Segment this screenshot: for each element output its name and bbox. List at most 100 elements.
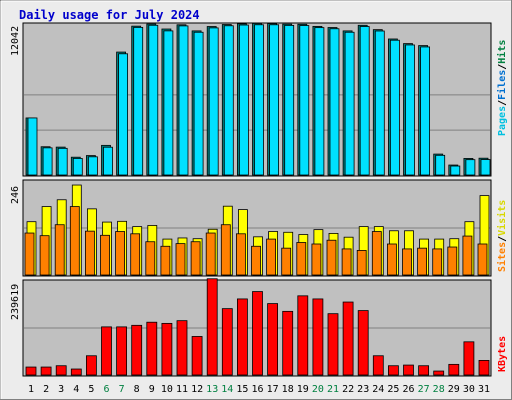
day-label: 19 [297, 384, 309, 395]
day-label: 28 [433, 384, 445, 395]
kbytes-bar [161, 322, 173, 376]
kbytes-bar [221, 308, 233, 376]
day-label: 29 [448, 384, 460, 395]
files-bar [299, 25, 310, 176]
sites-bar [432, 248, 443, 276]
kbytes-bar [372, 355, 384, 376]
files-bar [118, 53, 128, 176]
day-label: 9 [149, 384, 155, 395]
files-bar [374, 30, 385, 176]
sites-bar [220, 224, 231, 276]
kbytes-bar [327, 313, 339, 376]
kbytes-bar [312, 298, 324, 376]
kbytes-bar [282, 310, 294, 376]
day-label: 4 [73, 384, 79, 395]
sites-bar [160, 245, 171, 276]
sites-bar [190, 241, 201, 276]
day-label: 30 [463, 384, 475, 395]
files-bar [72, 158, 83, 176]
kbytes-bar [191, 336, 203, 376]
bars-layer [24, 23, 491, 376]
files-bar [465, 159, 476, 176]
files-bar [133, 26, 144, 176]
legend-sep-3: / [497, 236, 508, 242]
files-bar [359, 26, 370, 176]
legend-sep-2: / [497, 64, 508, 70]
files-bar [103, 146, 113, 176]
sites-bar [175, 243, 186, 276]
sites-bar [39, 235, 50, 276]
kbytes-bar [448, 363, 460, 376]
files-bar [42, 147, 53, 176]
sites-bar [24, 232, 35, 276]
sites-bar [281, 247, 292, 276]
sites-bar [462, 235, 473, 276]
kbytes-bar [131, 324, 143, 376]
sites-bar [311, 243, 322, 276]
kbytes-bar [70, 368, 82, 376]
sites-bar [356, 250, 367, 276]
day-label: 27 [418, 384, 430, 395]
files-bar [405, 44, 415, 176]
legend-sep-1: / [497, 100, 508, 106]
hits-axis-max-label: 12042 [10, 26, 21, 56]
sites-bar [251, 245, 261, 276]
legend-kbytes: KBytes [497, 336, 508, 372]
kbytes-bar [176, 320, 188, 376]
sites-bar [54, 224, 65, 276]
kbytes-bar [418, 365, 430, 376]
files-bar [480, 159, 491, 176]
kbytes-bar [101, 326, 112, 376]
kbytes-bar [342, 301, 354, 376]
sites-bar [477, 243, 488, 276]
day-label: 15 [236, 384, 248, 395]
legend-middle: Sites/Visits [496, 200, 508, 272]
kbytes-bar [387, 365, 399, 376]
sites-bar [402, 248, 412, 276]
sites-bar [145, 241, 156, 276]
sites-bar [371, 231, 382, 276]
sites-bar [447, 246, 458, 276]
kbytes-bar [463, 341, 475, 376]
files-bar [178, 25, 189, 176]
files-bar [284, 24, 295, 176]
day-label: 17 [267, 384, 279, 395]
files-bar [163, 30, 174, 176]
sites-bar [417, 247, 428, 276]
sites-bar [205, 232, 216, 276]
day-label: 13 [206, 384, 218, 395]
day-label: 3 [58, 384, 64, 395]
sites-bar [341, 248, 352, 276]
day-label: 1 [28, 384, 34, 395]
files-bar [269, 24, 280, 176]
files-bar [254, 24, 264, 176]
day-label: 7 [119, 384, 125, 395]
kbytes-bar [206, 278, 218, 376]
kbytes-bar [116, 326, 127, 376]
legend-files: Files [496, 70, 508, 100]
day-label: 2 [43, 384, 49, 395]
files-bar [208, 27, 219, 176]
files-bar [329, 28, 340, 176]
kbytes-bar [403, 364, 414, 376]
day-label: 31 [478, 384, 490, 395]
files-bar [344, 31, 355, 176]
day-label: 11 [176, 384, 188, 395]
day-label: 21 [327, 384, 339, 395]
day-label: 6 [103, 384, 109, 395]
day-label: 10 [161, 384, 173, 395]
kbytes-bar [86, 355, 97, 376]
sites-bar [266, 238, 277, 276]
sites-bar [69, 206, 80, 276]
kbytes-bar [297, 295, 309, 376]
files-bar [27, 117, 38, 176]
files-bar [314, 27, 325, 176]
day-label: 8 [134, 384, 140, 395]
day-label: 22 [342, 384, 354, 395]
sites-bar [235, 233, 246, 276]
chart-title: Daily usage for July 2024 [19, 8, 200, 22]
x-axis-day-labels: 1 2 3 4 5 6 7 8 9 10 11 12 13 14 15 16 17 18 19 20 21 22 23 24 2… [28, 384, 490, 395]
day-label: 23 [357, 384, 369, 395]
legend-visits: Visits [496, 200, 508, 236]
day-label: 24 [372, 384, 384, 395]
